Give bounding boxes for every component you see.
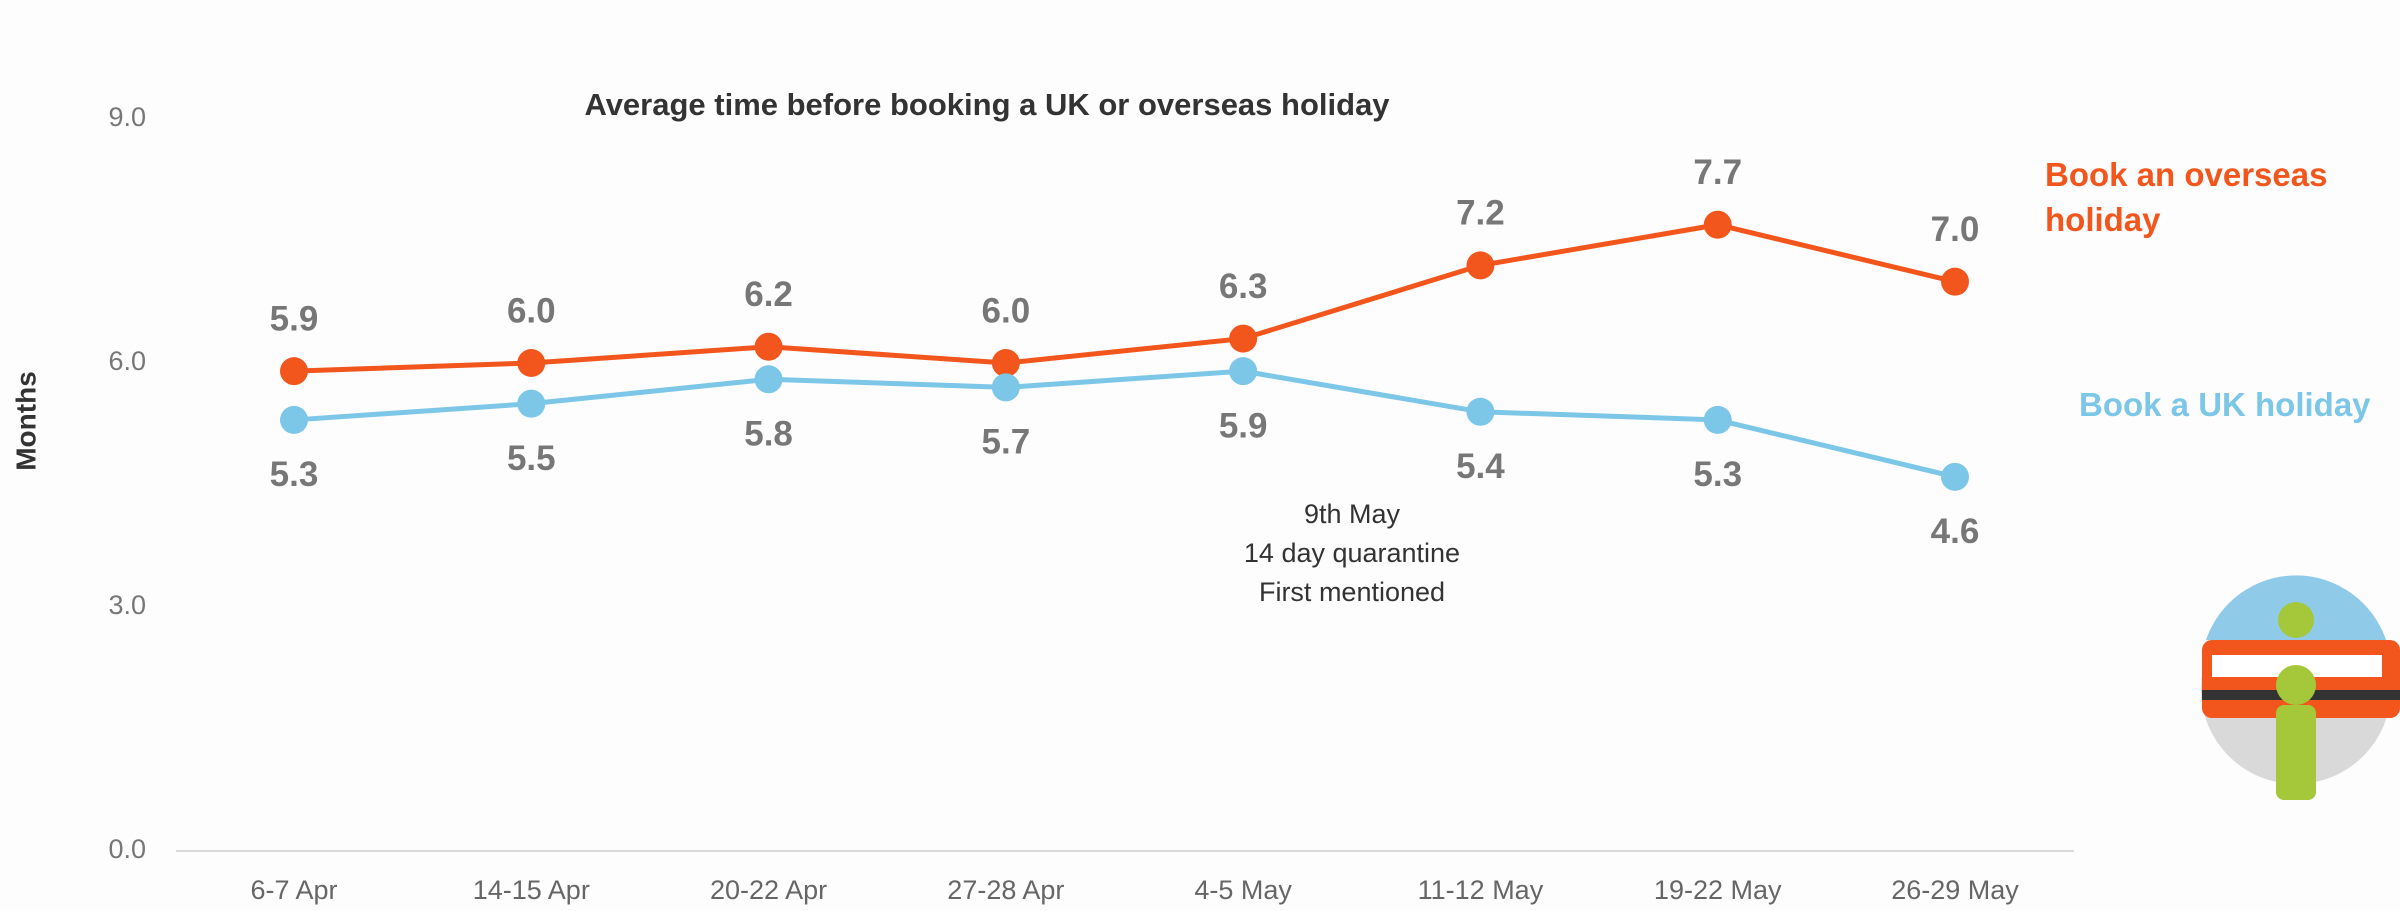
data-point [517, 349, 545, 377]
data-point [517, 390, 545, 418]
data-point [1941, 463, 1969, 491]
x-tick-label: 27-28 Apr [947, 875, 1064, 905]
data-point [755, 365, 783, 393]
data-point [1466, 398, 1494, 426]
annotation: 9th May [1304, 499, 1401, 529]
data-label: 5.3 [1693, 455, 1742, 494]
data-point [1229, 325, 1257, 353]
data-label: 6.0 [507, 291, 556, 330]
data-point [1704, 406, 1732, 434]
data-label: 7.0 [1931, 210, 1980, 249]
data-point [755, 333, 783, 361]
x-tick-label: 20-22 Apr [710, 875, 827, 905]
data-point [992, 373, 1020, 401]
y-tick-label: 9.0 [108, 102, 146, 132]
icon-body [2276, 705, 2316, 800]
data-point [1704, 211, 1732, 239]
page: Average time before booking a UK or over… [0, 0, 2400, 911]
data-label: 6.2 [744, 275, 793, 314]
y-tick-label: 6.0 [108, 346, 146, 376]
x-tick-label: 14-15 Apr [473, 875, 590, 905]
legend-entry: Book an overseas holiday [2045, 152, 2385, 242]
data-label: 5.4 [1456, 447, 1505, 486]
annotation: 14 day quarantine [1244, 538, 1460, 568]
data-point [992, 349, 1020, 377]
data-point [1941, 268, 1969, 296]
data-label: 5.9 [1219, 406, 1268, 445]
data-label: 5.7 [982, 423, 1031, 462]
data-point [280, 357, 308, 385]
data-label: 7.7 [1693, 153, 1742, 192]
data-label: 6.0 [982, 291, 1031, 330]
data-label: 5.8 [744, 415, 793, 454]
icon [2201, 575, 2400, 800]
x-tick-label: 6-7 Apr [250, 875, 337, 905]
data-label: 4.6 [1931, 512, 1980, 551]
icon-bulb [2278, 602, 2314, 638]
chart-title: Average time before booking a UK or over… [584, 87, 1390, 122]
annotation: First mentioned [1259, 577, 1445, 607]
data-label: 5.5 [507, 439, 556, 478]
icon-head [2276, 665, 2316, 705]
data-label: 5.3 [270, 455, 319, 494]
data-label: 7.2 [1456, 194, 1505, 233]
chart: Average time before booking a UK or over… [0, 0, 2400, 911]
x-tick-label: 11-12 May [1418, 875, 1544, 905]
data-point [1229, 357, 1257, 385]
data-label: 5.9 [270, 299, 319, 338]
y-axis-label: Months [10, 371, 41, 471]
data-point [1466, 251, 1494, 279]
y-tick-label: 3.0 [108, 590, 146, 620]
y-tick-label: 0.0 [108, 834, 146, 864]
data-label: 6.3 [1219, 267, 1268, 306]
x-tick-label: 26-29 May [1891, 875, 2019, 905]
x-tick-label: 4-5 May [1194, 875, 1292, 905]
data-point [280, 406, 308, 434]
legend-entry: Book a UK holiday [2079, 382, 2400, 427]
x-tick-label: 19-22 May [1654, 875, 1782, 905]
